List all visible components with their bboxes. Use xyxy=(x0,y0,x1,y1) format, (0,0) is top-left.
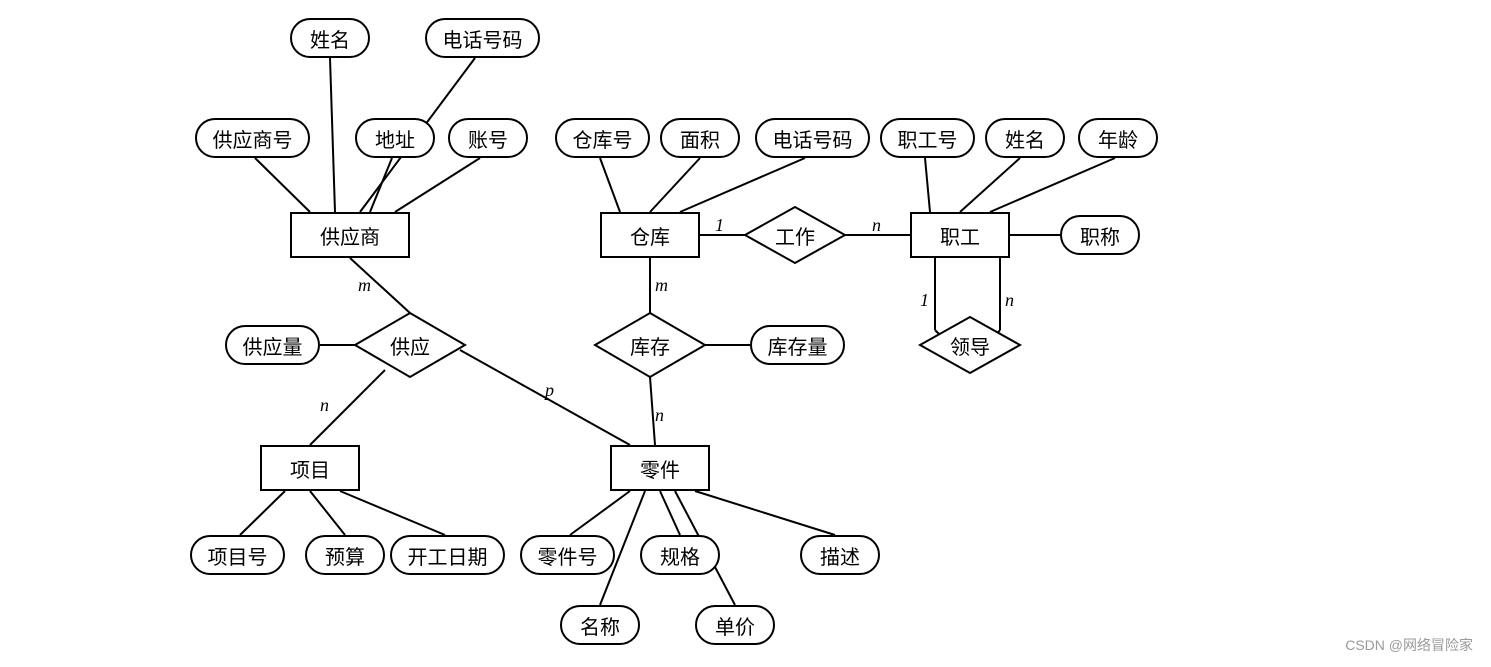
attr-wh_tel: 电话号码 xyxy=(755,118,870,158)
cardinality-2: p xyxy=(545,380,554,401)
relationship-stock: 库存 xyxy=(595,313,705,377)
attr-proj_bud: 预算 xyxy=(305,535,385,575)
attr-sup_tel: 电话号码 xyxy=(425,18,540,58)
cardinality-3: m xyxy=(655,275,668,296)
attr-emp_age: 年龄 xyxy=(1078,118,1158,158)
cardinality-7: 1 xyxy=(920,290,929,311)
cardinality-8: n xyxy=(1005,290,1014,311)
er-diagram-canvas: 供应商仓库职工项目零件供应商号姓名电话号码地址账号仓库号面积电话号码职工号姓名年… xyxy=(0,0,1491,667)
attr-proj_no: 项目号 xyxy=(190,535,285,575)
attr-sup_addr: 地址 xyxy=(355,118,435,158)
attr-emp_name: 姓名 xyxy=(985,118,1065,158)
entity-supplier: 供应商 xyxy=(290,212,410,258)
entity-warehouse: 仓库 xyxy=(600,212,700,258)
cardinality-5: 1 xyxy=(715,215,724,236)
attr-supply_qty: 供应量 xyxy=(225,325,320,365)
attr-emp_title: 职称 xyxy=(1060,215,1140,255)
relationship-supply: 供应 xyxy=(355,313,465,377)
cardinality-0: m xyxy=(358,275,371,296)
attr-part_spec: 规格 xyxy=(640,535,720,575)
cardinality-6: n xyxy=(872,215,881,236)
entity-project: 项目 xyxy=(260,445,360,491)
entity-part: 零件 xyxy=(610,445,710,491)
attr-wh_no: 仓库号 xyxy=(555,118,650,158)
attr-sup_acct: 账号 xyxy=(448,118,528,158)
relationship-work: 工作 xyxy=(745,207,845,263)
attr-part_price: 单价 xyxy=(695,605,775,645)
attr-sup_no: 供应商号 xyxy=(195,118,310,158)
attr-sup_name: 姓名 xyxy=(290,18,370,58)
attr-stock_qty: 库存量 xyxy=(750,325,845,365)
attr-part_name: 名称 xyxy=(560,605,640,645)
cardinality-4: n xyxy=(655,405,664,426)
attr-proj_start: 开工日期 xyxy=(390,535,505,575)
cardinality-1: n xyxy=(320,395,329,416)
entity-employee: 职工 xyxy=(910,212,1010,258)
attr-part_no: 零件号 xyxy=(520,535,615,575)
attr-emp_no: 职工号 xyxy=(880,118,975,158)
attr-part_desc: 描述 xyxy=(800,535,880,575)
watermark-text: CSDN @网络冒险家 xyxy=(1345,635,1473,655)
attr-wh_area: 面积 xyxy=(660,118,740,158)
relationship-lead: 领导 xyxy=(920,317,1020,373)
